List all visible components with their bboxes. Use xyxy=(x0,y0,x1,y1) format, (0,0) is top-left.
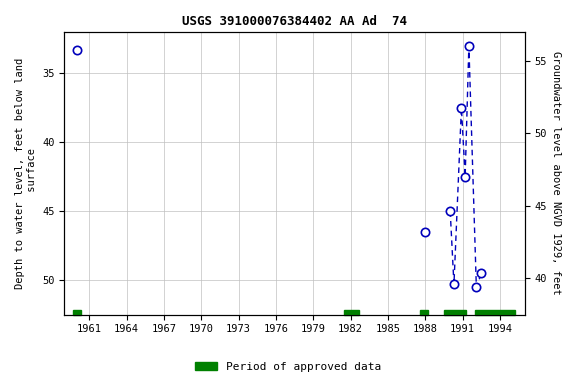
Legend: Period of approved data: Period of approved data xyxy=(191,358,385,377)
Bar xyxy=(344,310,359,315)
Y-axis label: Groundwater level above NGVD 1929, feet: Groundwater level above NGVD 1929, feet xyxy=(551,51,561,295)
Y-axis label: Depth to water level, feet below land
 surface: Depth to water level, feet below land su… xyxy=(15,58,37,289)
Bar xyxy=(475,310,515,315)
Bar xyxy=(73,310,81,315)
Bar xyxy=(420,310,428,315)
Bar xyxy=(444,310,467,315)
Title: USGS 391000076384402 AA Ad  74: USGS 391000076384402 AA Ad 74 xyxy=(182,15,407,28)
